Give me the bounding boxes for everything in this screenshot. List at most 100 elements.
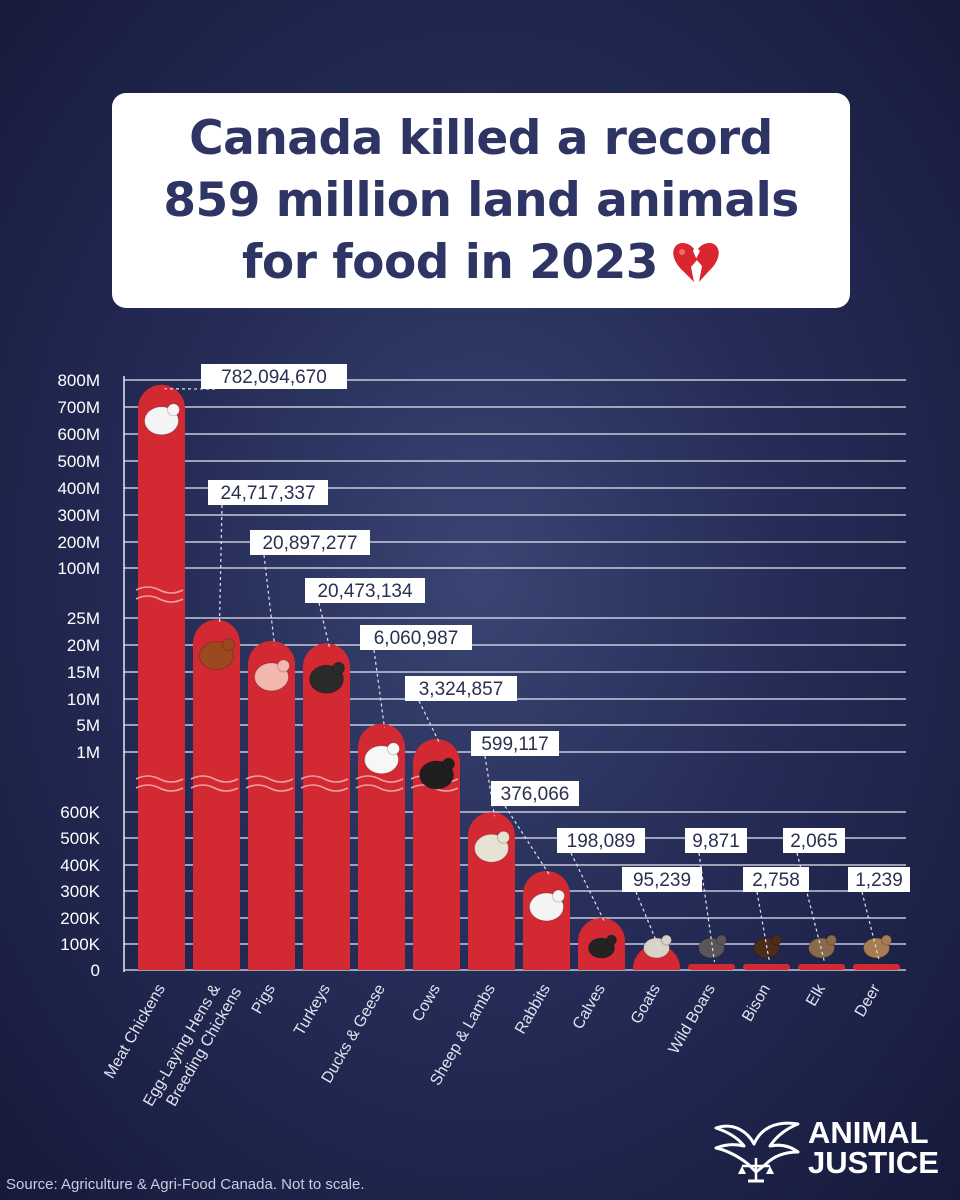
svg-text:Goats: Goats — [628, 982, 664, 1027]
x-label-deer: Deer — [852, 981, 884, 1020]
pig-icon — [254, 659, 290, 692]
x-label-cows: Cows — [409, 982, 444, 1025]
x-label-meat-chickens: Meat Chickens — [101, 982, 169, 1082]
value-label-ducks-geese: 6,060,987 — [360, 625, 472, 650]
svg-text:376,066: 376,066 — [501, 784, 570, 805]
y-tick-label: 100M — [57, 559, 100, 578]
bar-ducks-geese — [355, 723, 405, 970]
goat-icon — [643, 934, 672, 959]
y-tick-label: 25M — [67, 609, 100, 628]
svg-text:3,324,857: 3,324,857 — [419, 679, 504, 700]
leader-line — [418, 700, 441, 744]
svg-text:Calves: Calves — [570, 982, 609, 1033]
bar-egg-laying-hens-breeding-chickens — [190, 619, 240, 970]
title-line-1: Canada killed a record — [189, 110, 773, 166]
svg-text:6,060,987: 6,060,987 — [374, 628, 459, 649]
svg-text:95,239: 95,239 — [633, 870, 691, 891]
value-label-rabbits: 376,066 — [491, 781, 579, 806]
white-chicken-icon — [144, 403, 180, 436]
y-tick-label: 5M — [76, 716, 100, 735]
bar-bison — [743, 964, 790, 970]
leader-line — [861, 891, 881, 963]
dove-scales-logo-icon — [714, 1121, 800, 1183]
value-label-egg-laying-hens-breeding-chickens: 24,717,337 — [208, 480, 328, 505]
leader-line — [218, 504, 223, 624]
svg-text:Deer: Deer — [852, 981, 884, 1020]
logo-line-1: ANIMAL — [808, 1115, 929, 1150]
y-tick-label: 200K — [60, 909, 100, 928]
rabbit-icon — [529, 889, 565, 922]
leader-line — [570, 852, 606, 923]
leader-line — [635, 891, 661, 950]
svg-text:Turkeys: Turkeys — [291, 982, 334, 1039]
y-tick-label: 500M — [57, 452, 100, 471]
bar-deer — [853, 964, 900, 970]
source-note: Source: Agriculture & Agri-Food Canada. … — [6, 1176, 365, 1193]
leader-line — [373, 649, 386, 728]
bar-elk — [798, 964, 845, 970]
bison-icon — [753, 934, 782, 959]
value-label-cows: 3,324,857 — [405, 676, 517, 701]
y-tick-label: 0 — [91, 961, 100, 980]
y-tick-label: 300M — [57, 506, 100, 525]
value-label-calves: 198,089 — [557, 828, 645, 853]
x-label-calves: Calves — [570, 982, 609, 1033]
x-label-wild-boars: Wild Boars — [666, 982, 719, 1057]
y-tick-label: 20M — [67, 636, 100, 655]
svg-text:20,473,134: 20,473,134 — [317, 581, 413, 602]
svg-text:782,094,670: 782,094,670 — [221, 367, 327, 388]
value-label-deer: 1,239 — [848, 867, 910, 892]
value-label-sheep-lambs: 599,117 — [471, 731, 559, 756]
value-label-bison: 2,758 — [743, 867, 809, 892]
value-label-elk: 2,065 — [783, 828, 845, 853]
y-tick-label: 10M — [67, 690, 100, 709]
deer-icon — [863, 934, 892, 959]
svg-text:2,065: 2,065 — [790, 831, 838, 852]
bar-pigs — [245, 640, 295, 970]
svg-text:Meat Chickens: Meat Chickens — [101, 982, 169, 1082]
chart-title: Canada killed a record 859 million land … — [163, 108, 799, 294]
svg-text:Wild Boars: Wild Boars — [666, 982, 719, 1057]
svg-text:Elk: Elk — [803, 981, 829, 1010]
y-tick-label: 800M — [57, 371, 100, 390]
calf-icon — [588, 934, 617, 959]
y-tick-label: 500K — [60, 829, 100, 848]
wild-boar-icon — [698, 934, 727, 959]
svg-text:599,117: 599,117 — [481, 734, 548, 755]
x-label-bison: Bison — [739, 982, 774, 1025]
x-label-elk: Elk — [803, 981, 829, 1010]
svg-text:24,717,337: 24,717,337 — [220, 483, 315, 504]
y-tick-label: 15M — [67, 663, 100, 682]
value-label-wild-boars: 9,871 — [685, 828, 747, 853]
svg-text:Bison: Bison — [739, 982, 774, 1025]
svg-text:1,239: 1,239 — [855, 870, 903, 891]
bar-turkeys — [300, 643, 350, 970]
leader-line — [318, 602, 331, 648]
y-tick-label: 300K — [60, 882, 100, 901]
brown-hen-icon — [199, 638, 235, 671]
x-label-rabbits: Rabbits — [512, 982, 554, 1037]
y-tick-label: 600M — [57, 425, 100, 444]
svg-text:2,758: 2,758 — [752, 870, 800, 891]
leader-line — [484, 755, 496, 817]
svg-text:Cows: Cows — [409, 982, 444, 1025]
value-label-pigs: 20,897,277 — [250, 530, 370, 555]
logo-line-2: JUSTICE — [808, 1145, 939, 1180]
svg-text:Pigs: Pigs — [249, 982, 279, 1017]
animal-justice-logo: ANIMAL JUSTICE — [712, 1114, 948, 1186]
title-box: Canada killed a record 859 million land … — [112, 93, 850, 308]
value-label-goats: 95,239 — [622, 867, 702, 892]
turkey-icon — [309, 661, 345, 694]
x-label-turkeys: Turkeys — [291, 982, 334, 1039]
y-tick-label: 400K — [60, 856, 100, 875]
leader-line — [504, 805, 551, 876]
value-label-meat-chickens: 782,094,670 — [201, 364, 347, 389]
bar-wild-boars — [688, 964, 735, 970]
y-tick-label: 1M — [76, 743, 100, 762]
broken-heart-icon — [673, 242, 719, 282]
y-tick-label: 100K — [60, 935, 100, 954]
y-tick-label: 600K — [60, 803, 100, 822]
value-label-turkeys: 20,473,134 — [305, 578, 425, 603]
y-tick-label: 400M — [57, 479, 100, 498]
